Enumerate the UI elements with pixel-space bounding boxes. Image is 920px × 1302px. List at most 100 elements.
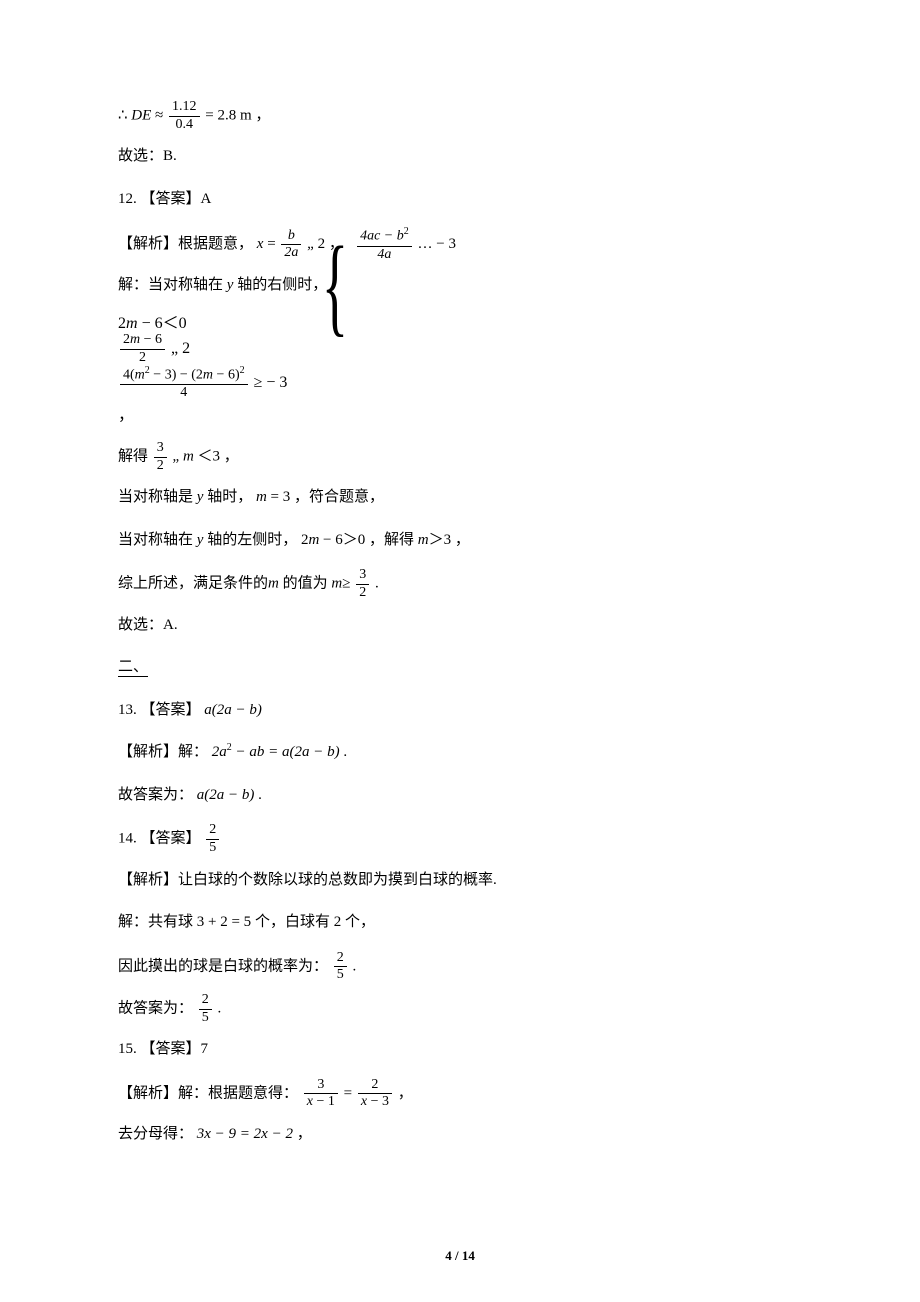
label: 去分母得： [118, 1126, 193, 1142]
lhs: 2a [212, 744, 227, 760]
expr: a(2a − b) [204, 702, 262, 718]
tail-comma: ， [118, 407, 134, 424]
text: 【解析】根据题意， [118, 236, 253, 252]
frac-num: 3 [304, 1078, 338, 1095]
q15-analysis: 【解析】解：根据题意得： 3 x − 1 = 2 x − 3 ， [118, 1078, 802, 1110]
page-sep: / [452, 1248, 462, 1263]
therefore-sym: ∴ [118, 108, 128, 124]
brace-left-icon: { [331, 278, 339, 293]
text: 因此摸出的球是白球的概率为： [118, 958, 328, 974]
q14-final: 故答案为： 2 5 . [118, 993, 802, 1025]
text: 轴时， [203, 489, 252, 505]
q14-analysis-1: 【解析】让白球的个数除以球的总数即为摸到白球的概率. [118, 866, 802, 895]
document-page: ∴ DE ≈ 1.12 0.4 = 2.8 m ， 故选：B. 12. 【答案】… [0, 0, 920, 1302]
q12-analysis-1: 【解析】根据题意， x = b 2a „ 2 ， 4ac − b2 4a … −… [118, 227, 802, 262]
frac-2m6-2: 2m − 6 2 [120, 333, 165, 365]
frac-3-2: 3 2 [154, 441, 167, 473]
frac-num: 3 [356, 568, 369, 585]
q14-analysis-2: 解：共有球 3 + 2 = 5 个，白球有 2 个， [118, 908, 802, 937]
section-2-marker: 二、 [118, 653, 802, 682]
page-total: 14 [462, 1248, 475, 1263]
q14-answer: 14. 【答案】 2 5 [118, 823, 802, 855]
label: 14. 【答案】 [118, 831, 201, 847]
var-de: DE [131, 108, 151, 124]
eq-2.8m: = 2.8 m ， [205, 108, 270, 124]
text: 轴的左侧时， [203, 532, 297, 548]
text: 解：共有球 [118, 914, 193, 930]
frac-4ac-b2-4a: 4ac − b2 4a [357, 227, 412, 262]
le: „ [173, 449, 183, 465]
q14-prob: 因此摸出的球是白球的概率为： 2 5 . [118, 951, 802, 983]
comma: ， [398, 1085, 413, 1101]
frac-den: 2a [281, 245, 301, 261]
text: 轴的右侧时， [233, 277, 327, 293]
label: 故答案为： [118, 787, 193, 803]
frac-3-2: 3 2 [356, 568, 369, 600]
q15-answer: 15. 【答案】7 [118, 1035, 802, 1064]
brace-system: { [331, 278, 349, 293]
label: 13. 【答案】 [118, 702, 201, 718]
var-x: x [257, 236, 264, 252]
frac-2-5: 2 5 [206, 823, 219, 855]
text: 的值为 [279, 576, 328, 592]
label: 【解析】解： [118, 744, 208, 760]
frac-num: 4(m2 − 3) − (2m − 6)2 [120, 366, 248, 385]
brace-row-3: 4(m2 − 3) − (2m − 6)2 4 ≥ − 3 [118, 366, 802, 401]
text: 解：当对称轴在 [118, 277, 227, 293]
approx-sym: ≈ [155, 108, 167, 124]
frac-den: 2 [120, 350, 165, 366]
q13-final: 故答案为： a(2a − b) . [118, 781, 802, 810]
frac-2-5: 2 5 [334, 951, 347, 983]
var-m: m [256, 489, 267, 505]
ge-neg3: … − 3 [418, 236, 456, 252]
period: . [375, 576, 379, 592]
frac-num: 4ac − b2 [357, 227, 412, 246]
frac-1.12-0.4: 1.12 0.4 [169, 100, 200, 132]
text: 当对称轴在 [118, 532, 197, 548]
frac-den: 5 [199, 1010, 212, 1026]
var-m: m [418, 532, 429, 548]
frac-2-x3: 2 x − 3 [358, 1078, 392, 1110]
text: 个，白球有 2 个， [255, 914, 375, 930]
brace-row-2: 2m − 6 2 „ 2 [118, 333, 802, 365]
eq: = [344, 1085, 356, 1101]
frac-den: 2 [356, 585, 369, 601]
eq: = [267, 236, 279, 252]
brace-row-1: 2m − 6＜0 [118, 309, 802, 333]
page-number: 4 / 14 [0, 1248, 920, 1264]
q12-answer: 12. 【答案】A [118, 185, 802, 214]
frac-num: 1.12 [169, 100, 200, 117]
period: . [353, 958, 357, 974]
text: 解得 [118, 449, 148, 465]
eq3: = 3 ，符合题意， [267, 489, 384, 505]
frac-num: 3 [154, 441, 167, 458]
frac-den: 4 [120, 385, 248, 401]
expr: a(2a − b) [197, 787, 255, 803]
line-de-approx: ∴ DE ≈ 1.12 0.4 = 2.8 m ， [118, 100, 802, 132]
expr: 3 + 2 = 5 [197, 914, 251, 930]
frac-num: 2 [206, 823, 219, 840]
frac-num: 2m − 6 [120, 333, 165, 350]
q13-answer: 13. 【答案】 a(2a − b) [118, 696, 802, 725]
q12-case-right: 解：当对称轴在 y 轴的右侧时， { [118, 278, 802, 293]
rhs: − ab = a(2a − b) [232, 744, 340, 760]
gt3: ＞3 ， [429, 532, 470, 548]
frac-num: 2 [358, 1078, 392, 1095]
q12-case-left: 当对称轴在 y 轴的左侧时， 2m − 6＞0 ，解得 m＞3 ， [118, 526, 802, 555]
comma: ， [297, 1126, 312, 1142]
line-answer-b: 故选：B. [118, 142, 802, 171]
frac-2-5: 2 5 [199, 993, 212, 1025]
frac-den: 4a [357, 247, 412, 263]
q12-answer-a: 故选：A. [118, 611, 802, 640]
frac-den: x − 3 [358, 1094, 392, 1110]
period: . [218, 1001, 222, 1017]
var-m: m [268, 576, 279, 592]
frac-b-2a: b 2a [281, 229, 301, 261]
q15-step: 去分母得： 3x − 9 = 2x − 2 ， [118, 1120, 802, 1149]
frac-den: x − 1 [304, 1094, 338, 1110]
q12-solve-1: 解得 3 2 „ m ＜3 ， [118, 441, 802, 473]
frac-den: 2 [154, 458, 167, 474]
var-m: m [331, 576, 342, 592]
lt3: ＜3 ， [198, 449, 239, 465]
text: 综上所述，满足条件的 [118, 576, 268, 592]
